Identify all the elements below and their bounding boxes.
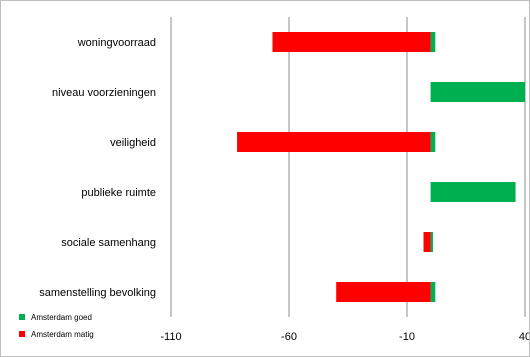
- legend-swatch: [19, 314, 25, 320]
- x-tick-label: -10: [399, 331, 415, 343]
- bar: [237, 132, 431, 152]
- bar: [336, 282, 431, 302]
- legend-label: Amsterdam goed: [31, 313, 92, 322]
- category-label: publieke ruimte: [81, 187, 156, 199]
- category-label: woningvoorraad: [77, 37, 156, 49]
- category-label: samenstelling bevolking: [39, 287, 156, 299]
- category-labels: woningvoorraad niveau voorzieningen veilig…: [39, 37, 156, 299]
- x-tick-label: 40: [519, 331, 529, 343]
- bar: [430, 232, 433, 252]
- category-label: sociale samenhang: [61, 237, 156, 249]
- legend-swatch: [19, 331, 25, 337]
- bar: [430, 132, 436, 152]
- legend-label: Amsterdam matig: [31, 330, 94, 339]
- category-label: niveau voorzieningen: [52, 87, 156, 99]
- x-tick-label: -110: [160, 331, 181, 343]
- bar: [423, 232, 431, 252]
- bar: [430, 82, 525, 102]
- bar: [430, 32, 436, 52]
- x-tick-labels: -110 -60 -10 40: [160, 331, 529, 343]
- bars: [237, 32, 525, 302]
- bar: [430, 282, 436, 302]
- gridlines: [170, 17, 526, 317]
- bar: [430, 182, 516, 202]
- x-tick-label: -60: [281, 331, 297, 343]
- legend: Amsterdam goed Amsterdam matig: [19, 313, 94, 339]
- category-label: veiligheid: [110, 137, 156, 149]
- bar: [272, 32, 431, 52]
